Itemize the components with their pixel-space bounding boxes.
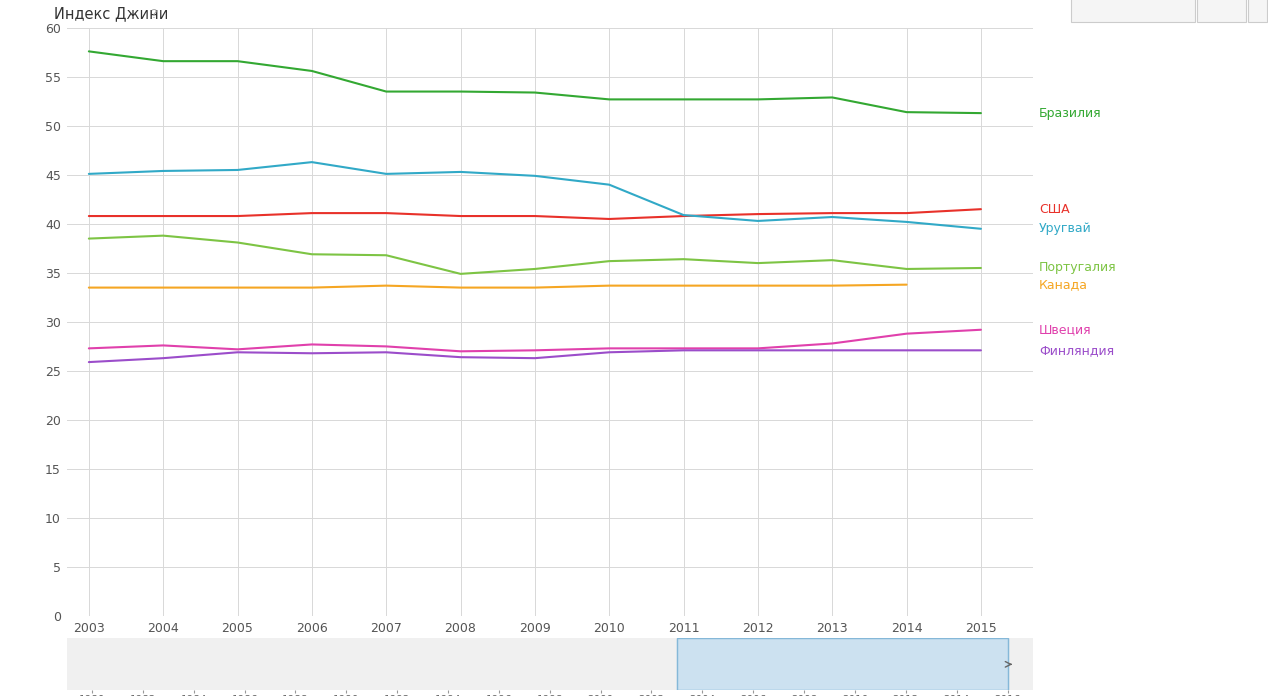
Text: Португалия: Португалия [1039,262,1116,274]
Text: ?: ? [150,8,156,21]
Text: Уругвай: Уругвай [1039,222,1092,235]
Bar [1197,0,1245,22]
Text: Бразилия: Бразилия [1039,106,1102,120]
Bar [1248,0,1267,22]
Text: США: США [1039,203,1070,216]
Bar [677,638,1007,690]
Text: Индекс Джини: Индекс Джини [54,6,168,21]
Bar [1071,0,1196,22]
Bar [677,638,1007,690]
Text: Канада: Канада [1039,278,1088,291]
Text: Финляндия: Финляндия [1039,344,1114,357]
Text: Швеция: Швеция [1039,323,1092,336]
